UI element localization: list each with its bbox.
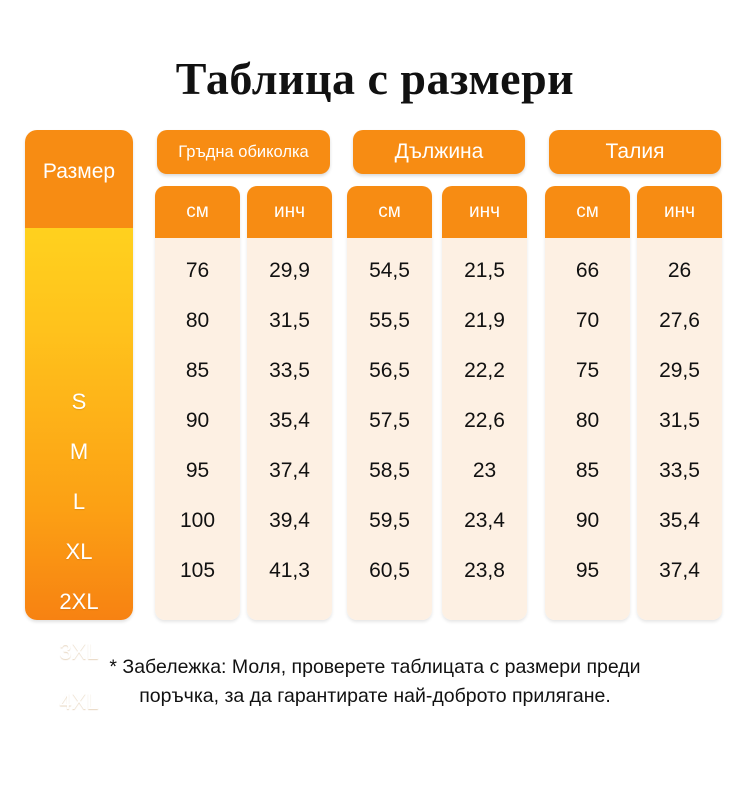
table-cell: 90 xyxy=(185,409,210,432)
unit-header: инч xyxy=(663,201,695,222)
unit-header: см xyxy=(576,201,599,222)
column-waist-cm: см 66 70 75 80 85 90 95 xyxy=(545,186,630,620)
table-cell: 22,6 xyxy=(464,409,505,432)
table-cell: 56,5 xyxy=(369,359,410,382)
table-cell: 37,4 xyxy=(659,559,700,582)
table-cell: 55,5 xyxy=(369,309,410,332)
table-cell: 80 xyxy=(575,409,600,432)
table-cell: 54,5 xyxy=(369,259,410,282)
size-label: L xyxy=(72,489,86,514)
column-length-inch: инч 21,5 21,9 22,2 22,6 23 23,4 23,8 xyxy=(442,186,527,620)
table-cell: 26 xyxy=(667,259,692,282)
note-line: поръчка, за да гарантирате най-доброто п… xyxy=(139,685,611,707)
group-header-waist: Талия xyxy=(549,130,721,174)
table-cell: 29,9 xyxy=(269,259,310,282)
table-cell: 60,5 xyxy=(369,559,410,582)
size-label: S xyxy=(71,389,87,414)
group-header-chest: Гръдна обиколка xyxy=(157,130,330,174)
column-length-cm: см 54,5 55,5 56,5 57,5 58,5 59,5 60,5 xyxy=(347,186,432,620)
unit-header: см xyxy=(186,201,209,222)
column-chest-inch: инч 29,9 31,5 33,5 35,4 37,4 39,4 41,3 xyxy=(247,186,332,620)
table-cell: 31,5 xyxy=(659,409,700,432)
table-cell: 29,5 xyxy=(659,359,700,382)
unit-header: инч xyxy=(468,201,500,222)
table-cell: 23 xyxy=(472,459,497,482)
size-label: 3XL xyxy=(59,639,99,664)
size-label: M xyxy=(69,439,89,464)
table-cell: 70 xyxy=(575,309,600,332)
table-cell: 58,5 xyxy=(369,459,410,482)
table-cell: 39,4 xyxy=(269,509,310,532)
table-cell: 22,2 xyxy=(464,359,505,382)
table-cell: 27,6 xyxy=(659,309,700,332)
unit-header: инч xyxy=(273,201,305,222)
table-cell: 85 xyxy=(575,459,600,482)
table-cell: 23,8 xyxy=(464,559,505,582)
unit-header: см xyxy=(378,201,401,222)
table-cell: 31,5 xyxy=(269,309,310,332)
table-cell: 21,9 xyxy=(464,309,505,332)
table-cell: 100 xyxy=(179,509,216,532)
size-label: 2XL xyxy=(59,589,99,614)
column-chest-cm: см 76 80 85 90 95 100 105 xyxy=(155,186,240,620)
table-cell: 33,5 xyxy=(269,359,310,382)
table-cell: 35,4 xyxy=(269,409,310,432)
table-cell: 37,4 xyxy=(269,459,310,482)
table-cell: 90 xyxy=(575,509,600,532)
table-cell: 95 xyxy=(185,459,210,482)
size-label: XL xyxy=(65,539,93,564)
size-header: Размер xyxy=(42,160,116,183)
table-cell: 21,5 xyxy=(464,259,505,282)
page-title: Таблица с размери xyxy=(175,53,575,104)
size-note: * Забележка: Моля, проверете таблицата с… xyxy=(0,653,750,711)
table-cell: 95 xyxy=(575,559,600,582)
group-header-length: Дължина xyxy=(353,130,525,174)
table-cell: 85 xyxy=(185,359,210,382)
size-label: 4XL xyxy=(59,689,99,714)
table-cell: 80 xyxy=(185,309,210,332)
table-cell: 76 xyxy=(185,259,210,282)
table-cell: 75 xyxy=(575,359,600,382)
table-cell: 41,3 xyxy=(269,559,310,582)
note-line: * Забележка: Моля, проверете таблицата с… xyxy=(109,656,641,678)
table-cell: 57,5 xyxy=(369,409,410,432)
table-cell: 59,5 xyxy=(369,509,410,532)
table-cell: 35,4 xyxy=(659,509,700,532)
table-cell: 66 xyxy=(575,259,600,282)
table-cell: 105 xyxy=(179,559,216,582)
column-waist-inch: инч 26 27,6 29,5 31,5 33,5 35,4 37,4 xyxy=(637,186,722,620)
table-cell: 33,5 xyxy=(659,459,700,482)
size-column: Размер S M L XL 2XL 3XL 4XL xyxy=(25,130,133,714)
table-cell: 23,4 xyxy=(464,509,505,532)
